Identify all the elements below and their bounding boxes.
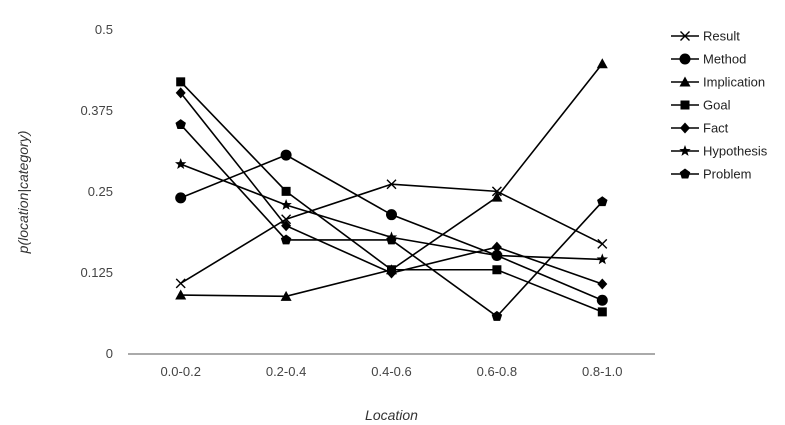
series-goal xyxy=(176,77,607,317)
legend-marker-pentagon xyxy=(679,168,691,179)
data-point-problem xyxy=(386,234,397,245)
x-tick-label: 0.2-0.4 xyxy=(266,364,306,379)
legend: Result Method Implication Goal Fact Hypothesi… xyxy=(671,29,768,182)
data-point-goal xyxy=(281,186,291,196)
legend-item-method: Method xyxy=(671,52,746,67)
legend-marker-diamond xyxy=(680,122,690,134)
x-axis-ticks: 0.0-0.2 0.2-0.4 0.4-0.6 0.6-0.8 0.8-1.0 xyxy=(160,364,622,379)
legend-item-fact: Fact xyxy=(671,121,729,136)
x-tick-label: 0.8-1.0 xyxy=(582,364,622,379)
legend-item-implication: Implication xyxy=(671,75,765,90)
data-point-implication xyxy=(596,58,608,69)
data-point-goal xyxy=(176,77,186,87)
series-method xyxy=(175,149,608,306)
data-point-result xyxy=(597,238,608,249)
legend-label: Implication xyxy=(703,75,765,90)
legend-label: Result xyxy=(703,29,740,44)
legend-label: Method xyxy=(703,52,746,67)
data-point-problem xyxy=(597,196,608,207)
legend-label: Fact xyxy=(703,121,729,136)
data-point-method xyxy=(386,209,397,221)
data-point-problem xyxy=(280,234,292,245)
x-tick-label: 0.0-0.2 xyxy=(160,364,200,379)
data-point-problem xyxy=(175,119,186,130)
y-tick-label: 0.375 xyxy=(80,103,113,118)
series-line-problem xyxy=(180,124,603,318)
legend-marker-circle xyxy=(679,53,691,65)
data-point-fact xyxy=(597,278,608,290)
data-point-hypothesis xyxy=(280,198,292,210)
data-point-implication xyxy=(491,191,503,202)
legend-item-hypothesis: Hypothesis xyxy=(671,144,768,159)
legend-label: Problem xyxy=(703,167,751,182)
legend-marker-triangle xyxy=(679,76,691,87)
legend-marker-x xyxy=(680,31,690,41)
data-point-method xyxy=(596,294,608,306)
y-axis-title: p(location|category) xyxy=(15,131,31,255)
data-point-fact xyxy=(175,87,186,99)
y-tick-label: 0.25 xyxy=(88,184,113,199)
series-problem xyxy=(175,119,608,321)
data-point-goal xyxy=(597,307,607,317)
series-implication xyxy=(175,58,608,301)
data-point-hypothesis xyxy=(174,158,187,169)
legend-item-goal: Goal xyxy=(671,98,731,113)
data-point-hypothesis xyxy=(596,253,609,265)
legend-item-problem: Problem xyxy=(671,167,751,182)
legend-marker-square xyxy=(680,100,690,110)
data-point-goal xyxy=(492,265,502,275)
legend-marker-star xyxy=(679,145,691,156)
data-point-fact xyxy=(386,267,397,279)
legend-label: Hypothesis xyxy=(703,144,768,159)
data-point-result xyxy=(386,179,397,190)
data-point-result xyxy=(175,278,186,289)
y-axis-ticks: 0 0.125 0.25 0.375 0.5 xyxy=(80,22,113,361)
legend-label: Goal xyxy=(703,98,731,113)
legend-item-result: Result xyxy=(671,29,740,44)
x-tick-label: 0.6-0.8 xyxy=(477,364,517,379)
y-tick-label: 0 xyxy=(106,346,113,361)
x-tick-label: 0.4-0.6 xyxy=(371,364,411,379)
data-point-fact xyxy=(281,220,292,232)
data-point-implication xyxy=(280,290,292,301)
data-point-fact xyxy=(491,241,502,253)
data-point-problem xyxy=(491,310,503,321)
x-axis-title: Location xyxy=(365,407,418,423)
series-fact xyxy=(175,87,608,290)
data-point-method xyxy=(175,192,187,204)
y-tick-label: 0.125 xyxy=(80,265,113,280)
data-point-hypothesis xyxy=(491,249,503,261)
y-tick-label: 0.5 xyxy=(95,22,113,37)
data-point-method xyxy=(280,149,292,161)
series-group xyxy=(174,58,609,321)
data-point-implication xyxy=(175,289,187,300)
